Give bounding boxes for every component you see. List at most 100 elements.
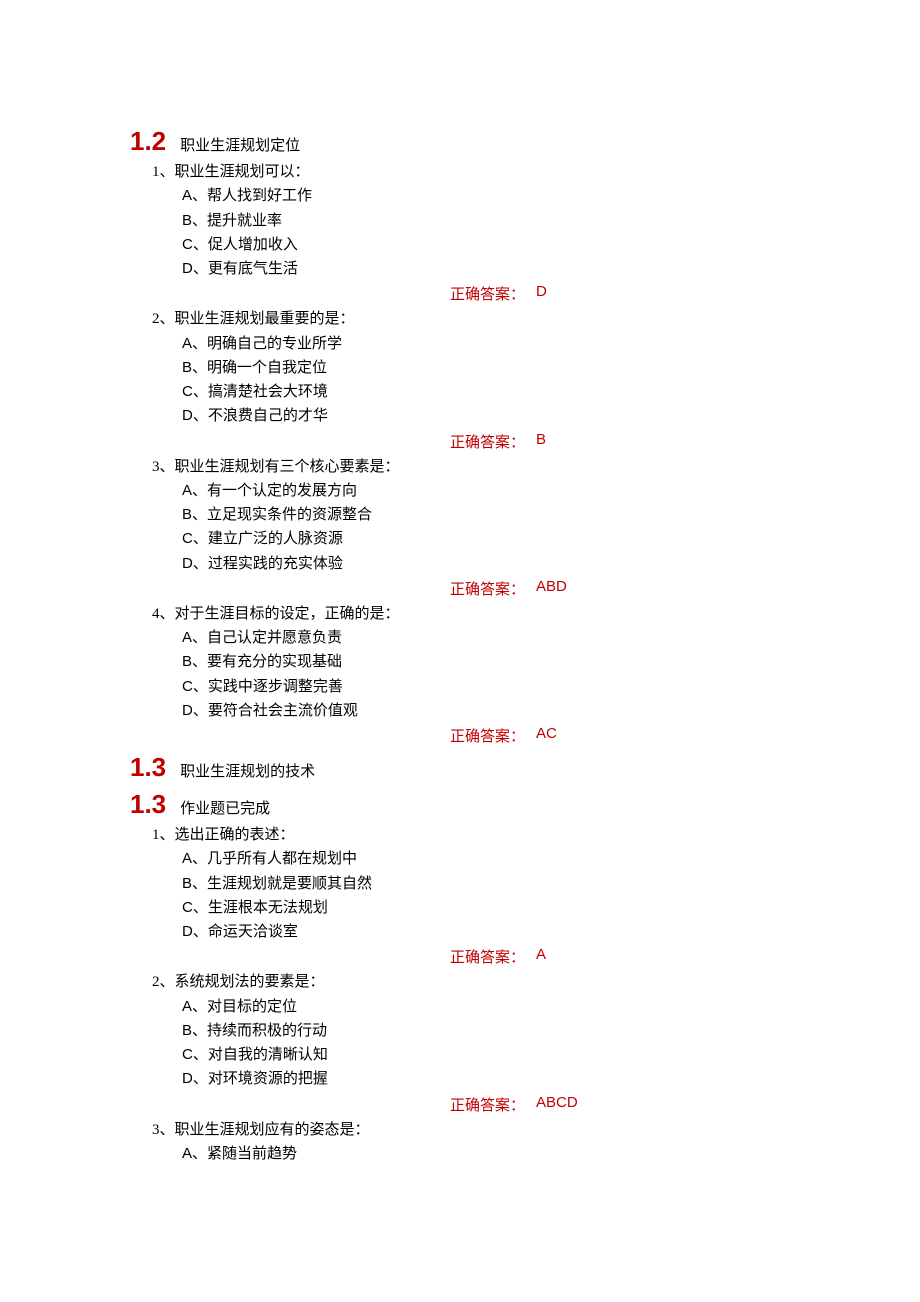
question: 2、系统规划法的要素是：A、对目标的定位B、持续而积极的行动C、对自我的清晰认知… — [152, 971, 800, 1091]
option-text: 对自我的清晰认知 — [208, 1047, 328, 1063]
option-text: 生涯规划就是要顺其自然 — [207, 876, 372, 892]
option-separator: 、 — [192, 213, 207, 229]
option: A、对目标的定位 — [182, 995, 800, 1019]
answer-row: 正确答案：ABCD — [450, 1094, 800, 1115]
option-letter: A — [182, 482, 192, 499]
option: D、命运天洽谈室 — [182, 920, 800, 944]
answer-row: 正确答案：B — [450, 431, 800, 452]
question: 1、职业生涯规划可以：A、帮人找到好工作B、提升就业率C、促人增加收入D、更有底… — [152, 161, 800, 281]
option-separator: 、 — [193, 261, 208, 277]
option: C、搞清楚社会大环境 — [182, 380, 800, 404]
option-separator: 、 — [192, 851, 207, 867]
section-title: 作业题已完成 — [180, 797, 270, 818]
option-separator: 、 — [192, 483, 207, 499]
option-separator: 、 — [192, 188, 207, 204]
section-number: 1.3 — [130, 752, 166, 783]
option: B、生涯规划就是要顺其自然 — [182, 872, 800, 896]
option-letter: D — [182, 407, 193, 424]
option-separator: 、 — [193, 703, 208, 719]
option: B、提升就业率 — [182, 209, 800, 233]
option-letter: B — [182, 1022, 192, 1039]
option-separator: 、 — [193, 924, 208, 940]
question-stem: 1、选出正确的表述： — [152, 824, 800, 847]
option-letter: B — [182, 359, 192, 376]
option: C、促人增加收入 — [182, 233, 800, 257]
option-letter: D — [182, 1070, 193, 1087]
option-letter: A — [182, 629, 192, 646]
answer-value: ABCD — [536, 1094, 578, 1115]
section-number: 1.2 — [130, 126, 166, 157]
option: A、自己认定并愿意负责 — [182, 626, 800, 650]
option-letter: D — [182, 555, 193, 572]
answer-value: D — [536, 283, 547, 304]
answer-row: 正确答案：D — [450, 283, 800, 304]
section-heading: 1.3 职业生涯规划的技术 — [130, 752, 800, 783]
answer-value: AC — [536, 725, 557, 746]
options-list: A、紧随当前趋势 — [182, 1142, 800, 1166]
question-stem: 3、职业生涯规划应有的姿态是： — [152, 1119, 800, 1142]
answer-label: 正确答案： — [450, 283, 536, 304]
answer-label: 正确答案： — [450, 725, 536, 746]
option-letter: A — [182, 335, 192, 352]
section-heading: 1.2职业生涯规划定位 — [130, 126, 800, 157]
option-text: 明确自己的专业所学 — [207, 336, 342, 352]
option-text: 紧随当前趋势 — [207, 1146, 297, 1162]
option-text: 明确一个自我定位 — [207, 360, 327, 376]
option-text: 搞清楚社会大环境 — [208, 384, 328, 400]
option-text: 对环境资源的把握 — [208, 1071, 328, 1087]
option: D、更有底气生活 — [182, 257, 800, 281]
options-list: A、明确自己的专业所学B、明确一个自我定位C、搞清楚社会大环境D、不浪费自己的才… — [182, 332, 800, 429]
option-separator: 、 — [193, 679, 208, 695]
option-text: 生涯根本无法规划 — [208, 900, 328, 916]
options-list: A、有一个认定的发展方向B、立足现实条件的资源整合C、建立广泛的人脉资源D、过程… — [182, 479, 800, 576]
option-separator: 、 — [193, 384, 208, 400]
option-text: 实践中逐步调整完善 — [208, 679, 343, 695]
option-separator: 、 — [192, 876, 207, 892]
option: B、要有充分的实现基础 — [182, 650, 800, 674]
option: D、对环境资源的把握 — [182, 1067, 800, 1091]
question-stem: 2、系统规划法的要素是： — [152, 971, 800, 994]
question: 3、职业生涯规划有三个核心要素是：A、有一个认定的发展方向B、立足现实条件的资源… — [152, 456, 800, 576]
answer-value: B — [536, 431, 546, 452]
option-letter: C — [182, 383, 193, 400]
option: A、明确自己的专业所学 — [182, 332, 800, 356]
option-text: 自己认定并愿意负责 — [207, 630, 342, 646]
option-text: 不浪费自己的才华 — [208, 408, 328, 424]
options-list: A、自己认定并愿意负责B、要有充分的实现基础C、实践中逐步调整完善D、要符合社会… — [182, 626, 800, 723]
option-letter: B — [182, 875, 192, 892]
question-stem: 1、职业生涯规划可以： — [152, 161, 800, 184]
option-separator: 、 — [192, 999, 207, 1015]
answer-value: ABD — [536, 578, 567, 599]
option-separator: 、 — [192, 507, 207, 523]
section-number: 1.3 — [130, 789, 166, 820]
option-text: 对目标的定位 — [207, 999, 297, 1015]
option-separator: 、 — [193, 900, 208, 916]
answer-label: 正确答案： — [450, 1094, 536, 1115]
option-text: 更有底气生活 — [208, 261, 298, 277]
section-title: 职业生涯规划的技术 — [180, 760, 315, 781]
question-stem: 3、职业生涯规划有三个核心要素是： — [152, 456, 800, 479]
option-letter: A — [182, 850, 192, 867]
option-separator: 、 — [192, 336, 207, 352]
option-text: 要符合社会主流价值观 — [208, 703, 358, 719]
option: C、建立广泛的人脉资源 — [182, 527, 800, 551]
question-stem: 2、职业生涯规划最重要的是： — [152, 308, 800, 331]
option-letter: D — [182, 702, 193, 719]
options-list: A、对目标的定位B、持续而积极的行动C、对自我的清晰认知D、对环境资源的把握 — [182, 995, 800, 1092]
option: B、立足现实条件的资源整合 — [182, 503, 800, 527]
document-page: 1.2职业生涯规划定位1、职业生涯规划可以：A、帮人找到好工作B、提升就业率C、… — [0, 0, 920, 1266]
option-letter: C — [182, 236, 193, 253]
question: 3、职业生涯规划应有的姿态是：A、紧随当前趋势 — [152, 1119, 800, 1167]
answer-row: 正确答案：A — [450, 946, 800, 967]
option: D、要符合社会主流价值观 — [182, 699, 800, 723]
option-separator: 、 — [193, 1071, 208, 1087]
option-letter: A — [182, 1145, 192, 1162]
option-text: 促人增加收入 — [208, 237, 298, 253]
option-text: 要有充分的实现基础 — [207, 654, 342, 670]
option: D、过程实践的充实体验 — [182, 552, 800, 576]
section-heading: 1.3 作业题已完成 — [130, 789, 800, 820]
question: 1、选出正确的表述：A、几乎所有人都在规划中B、生涯规划就是要顺其自然C、生涯根… — [152, 824, 800, 944]
option: B、持续而积极的行动 — [182, 1019, 800, 1043]
answer-label: 正确答案： — [450, 946, 536, 967]
option-separator: 、 — [193, 531, 208, 547]
